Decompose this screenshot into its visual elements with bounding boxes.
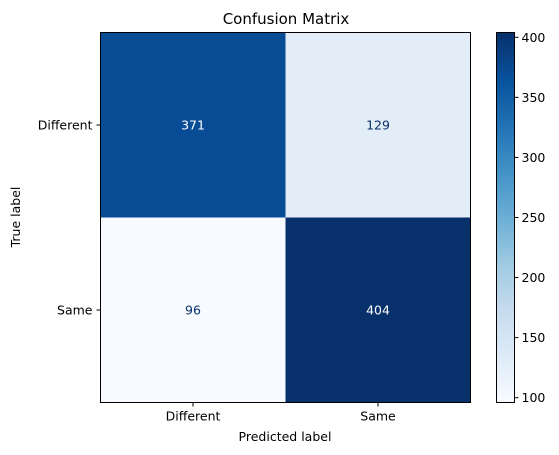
- cell-value-label: 371: [181, 118, 205, 133]
- x-axis-ticks: Different Same: [166, 402, 396, 424]
- colorbar-gradient: [496, 32, 515, 403]
- plot-frame: [100, 32, 471, 403]
- colorbar-ticks: 100 150 200 250 300 350 400: [514, 30, 546, 405]
- colorbar-tick-label: 400: [522, 30, 546, 45]
- colorbar-tick-label: 250: [522, 210, 546, 225]
- cell-value-label: 129: [366, 118, 390, 133]
- heatmap-cell: [285, 32, 471, 218]
- chart-title: Confusion Matrix: [223, 10, 350, 28]
- y-tick-label: Different: [38, 118, 93, 133]
- x-tick-label: Same: [360, 409, 396, 424]
- y-axis-ticks: Different Same: [38, 118, 101, 318]
- cell-value-label: 96: [185, 303, 201, 318]
- colorbar-tick-label: 200: [522, 270, 546, 285]
- heatmap-cell: [100, 217, 286, 403]
- cell-value-label: 404: [366, 303, 390, 318]
- colorbar: 100 150 200 250 300 350 400: [496, 30, 546, 405]
- colorbar-tick-label: 150: [522, 330, 546, 345]
- heatmap-cells: 371 129 96 404: [100, 32, 471, 403]
- colorbar-tick-label: 100: [522, 390, 546, 405]
- x-tick-label: Different: [166, 409, 221, 424]
- y-axis-label: True label: [8, 187, 23, 249]
- colorbar-tick-label: 350: [522, 90, 546, 105]
- heatmap-cell: [285, 217, 471, 403]
- colorbar-tick-label: 300: [522, 150, 546, 165]
- x-axis-label: Predicted label: [239, 429, 332, 444]
- y-tick-label: Same: [57, 303, 93, 318]
- heatmap-cell: [100, 32, 286, 218]
